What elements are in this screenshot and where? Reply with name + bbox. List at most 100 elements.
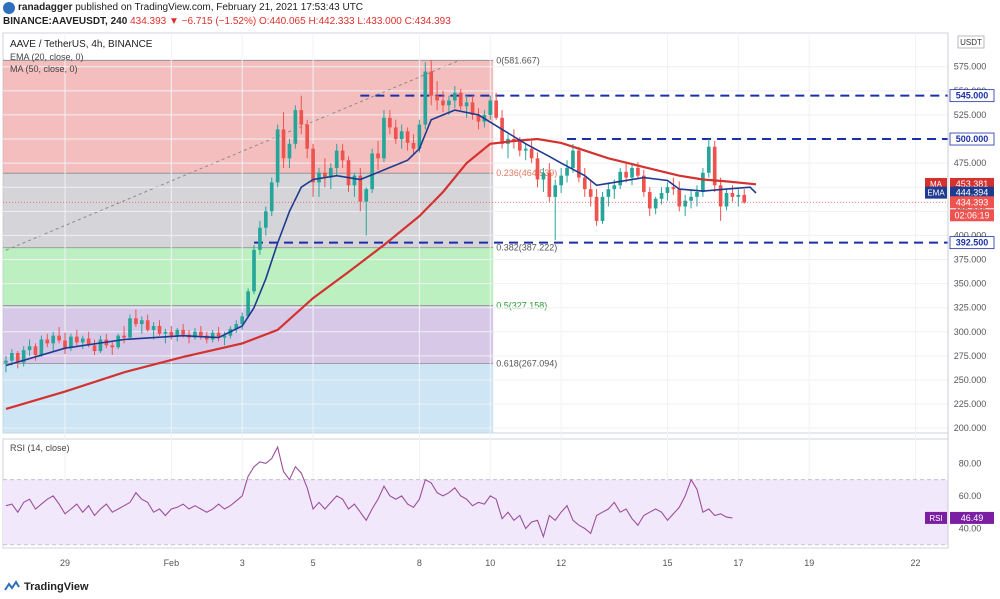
candle-body bbox=[370, 153, 374, 190]
indicator-tag bbox=[925, 186, 947, 199]
candle-body bbox=[193, 331, 197, 338]
candle bbox=[311, 143, 315, 197]
candle bbox=[293, 105, 298, 149]
symbol-line: BINANCE:AAVEUSDT, 240 bbox=[3, 16, 128, 27]
candle bbox=[275, 124, 280, 188]
candle bbox=[323, 158, 327, 188]
candle bbox=[677, 181, 682, 212]
candle bbox=[134, 309, 138, 327]
rsi-value-box bbox=[950, 511, 994, 524]
candle bbox=[689, 189, 693, 209]
y-tick-label: 475.000 bbox=[954, 158, 987, 168]
candle bbox=[139, 316, 144, 334]
candle bbox=[352, 172, 357, 197]
candle bbox=[145, 314, 150, 332]
candle bbox=[10, 349, 14, 366]
tradingview-logo-icon[interactable] bbox=[4, 580, 20, 594]
candle-body bbox=[411, 142, 416, 149]
candle-body bbox=[33, 346, 38, 355]
candle-body bbox=[222, 335, 227, 338]
candle bbox=[27, 339, 32, 356]
candle-body bbox=[565, 167, 569, 176]
fib-label: 0.236(464.539) bbox=[496, 168, 557, 178]
candle bbox=[523, 143, 528, 161]
candle-body bbox=[653, 198, 658, 209]
candle bbox=[51, 331, 56, 352]
fib-label: 0.382(387.222) bbox=[496, 243, 557, 253]
y-tick-label: 375.000 bbox=[954, 255, 987, 265]
candle-body bbox=[157, 326, 162, 334]
currency-box bbox=[957, 35, 985, 49]
candle-body bbox=[45, 339, 50, 344]
candle-body bbox=[452, 92, 457, 101]
ohlc-values: O:440.065 H:442.333 L:433.000 C:434.393 bbox=[258, 16, 451, 27]
candle bbox=[435, 81, 439, 111]
candle-body bbox=[612, 185, 617, 190]
price-chart[interactable]: 0(581.667) 0.236(464.539) 0.382(387.222) 0.… bbox=[0, 0, 1000, 580]
candle-body bbox=[559, 175, 563, 186]
ema-20-line bbox=[5, 109, 757, 367]
candle bbox=[476, 108, 481, 130]
candle-body bbox=[742, 194, 747, 203]
price-label: 434.393 bbox=[956, 197, 989, 207]
candle bbox=[388, 110, 392, 135]
candle bbox=[683, 194, 688, 217]
candle bbox=[358, 167, 363, 212]
candle bbox=[157, 320, 162, 336]
chart-header: ranadagger published on TradingView.com,… bbox=[0, 0, 1000, 30]
fib-label: 0(581.667) bbox=[496, 55, 540, 65]
x-tick-label: 17 bbox=[733, 558, 743, 568]
candle-body bbox=[27, 346, 32, 351]
x-tick-label: Feb bbox=[164, 558, 180, 568]
candle bbox=[535, 152, 540, 188]
candle-body bbox=[447, 100, 451, 106]
y-tick-label: 300.000 bbox=[954, 327, 987, 337]
x-tick-label: 8 bbox=[417, 558, 422, 568]
candle-body bbox=[287, 143, 292, 159]
candle bbox=[128, 314, 132, 340]
candle bbox=[334, 143, 339, 176]
rsi-tick-label: 40.00 bbox=[959, 523, 982, 533]
candle-body bbox=[258, 227, 262, 250]
candle bbox=[665, 182, 670, 201]
candle-body bbox=[577, 150, 581, 178]
candle bbox=[281, 112, 286, 168]
candle-body bbox=[376, 153, 380, 159]
candle-body bbox=[671, 187, 676, 190]
candle bbox=[317, 167, 321, 197]
candle bbox=[110, 341, 115, 355]
candle bbox=[742, 189, 747, 204]
candle-body bbox=[4, 360, 8, 363]
candle-body bbox=[145, 320, 150, 330]
candle bbox=[659, 187, 664, 205]
candle bbox=[45, 333, 50, 348]
candle bbox=[116, 333, 121, 350]
candle bbox=[39, 335, 44, 357]
y-tick-label: 525.000 bbox=[954, 110, 987, 120]
candle-body bbox=[15, 353, 20, 363]
candle bbox=[399, 124, 404, 149]
candle-body bbox=[281, 129, 286, 159]
candle bbox=[234, 320, 239, 333]
candle-body bbox=[553, 185, 558, 197]
candle-body bbox=[683, 200, 688, 207]
y-tick-label: 200.000 bbox=[954, 423, 987, 433]
candle bbox=[57, 326, 61, 344]
rsi-legend: RSI (14, close) bbox=[10, 443, 70, 453]
candle-body bbox=[701, 172, 705, 193]
level-label: 545.000 bbox=[956, 91, 989, 101]
candle-body bbox=[547, 172, 552, 197]
candle bbox=[263, 206, 268, 236]
indicator-legend: MA (50, close, 0) bbox=[10, 64, 78, 74]
tradingview-brand[interactable]: TradingView bbox=[24, 581, 89, 593]
rsi-line bbox=[5, 445, 733, 539]
fib-trendline bbox=[5, 59, 460, 251]
candle-body bbox=[388, 117, 392, 128]
fib-zone bbox=[3, 60, 494, 174]
price-label-box bbox=[950, 196, 994, 209]
candle-body bbox=[730, 193, 735, 197]
fib-label: 0.5(327.158) bbox=[496, 301, 547, 311]
candle-body bbox=[665, 187, 670, 193]
candle bbox=[21, 346, 26, 367]
level-label: 500.000 bbox=[956, 134, 989, 144]
